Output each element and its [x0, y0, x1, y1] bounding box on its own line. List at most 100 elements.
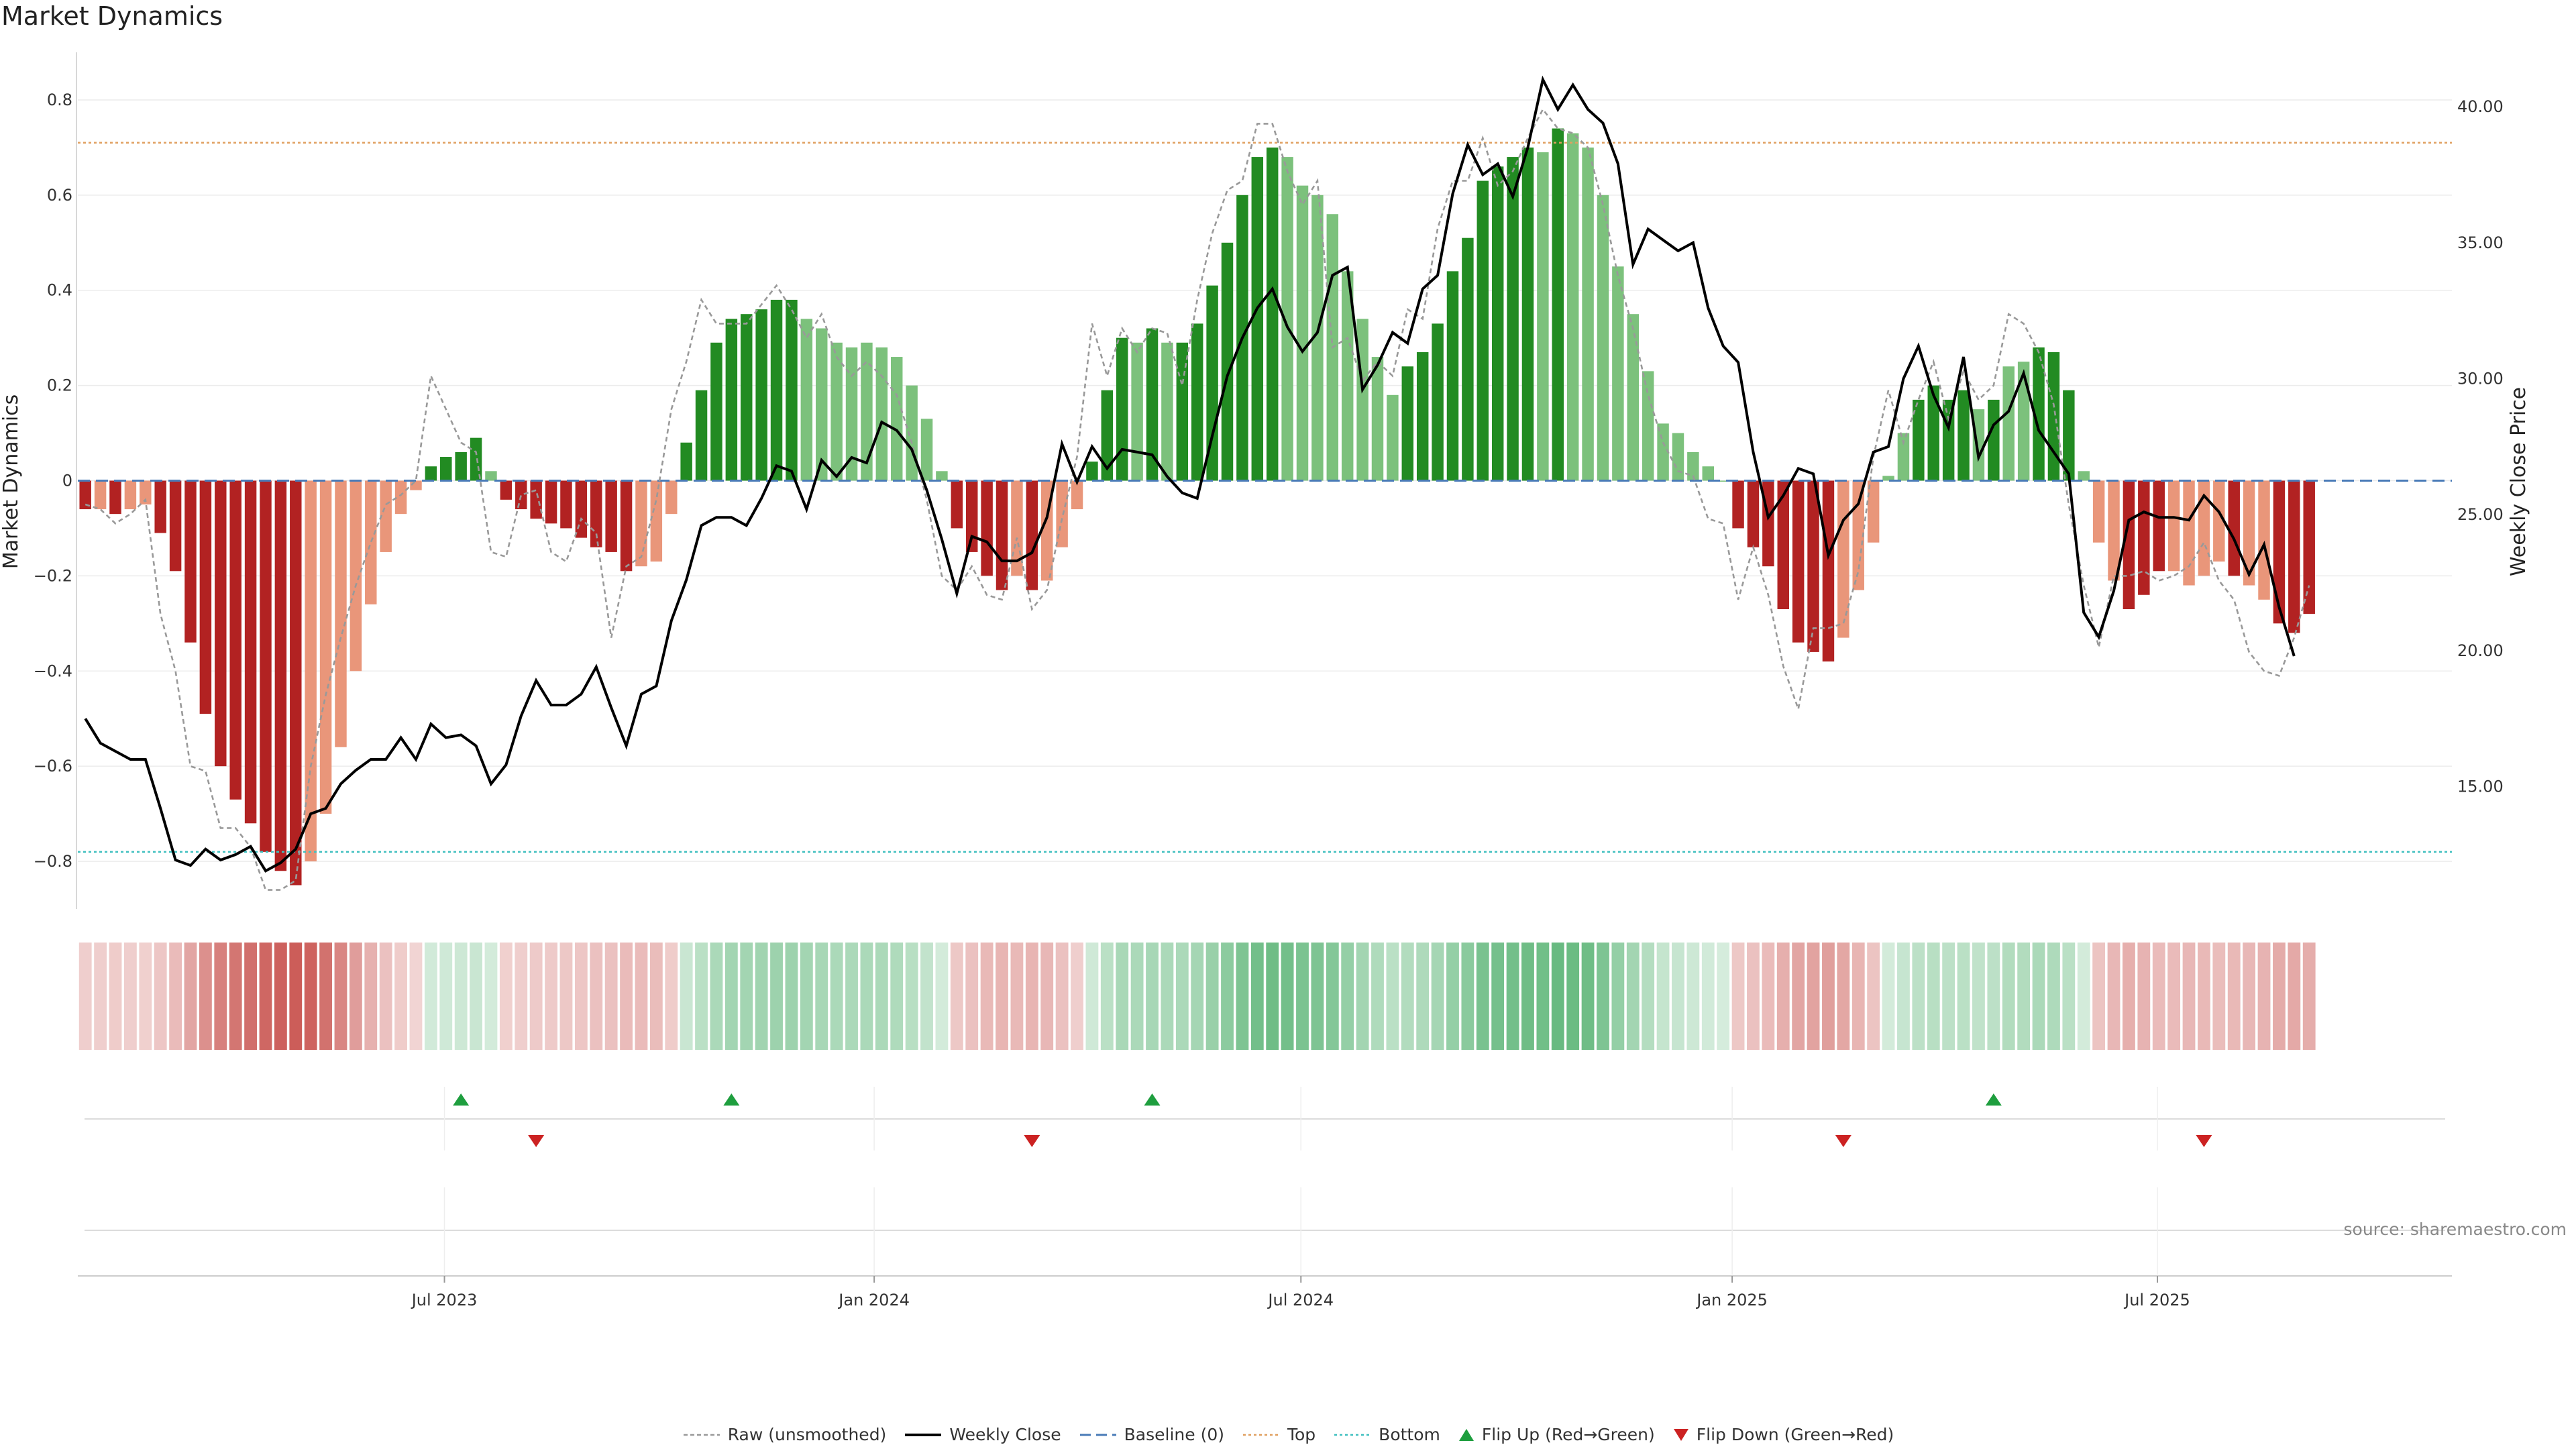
heat-cell — [529, 943, 543, 1050]
heat-cell — [724, 943, 738, 1050]
bar — [920, 419, 933, 481]
close-swatch — [905, 1433, 942, 1436]
heat-cell — [1957, 943, 1970, 1050]
bar — [1672, 433, 1684, 481]
heat-cell — [2152, 943, 2165, 1050]
heat-cell — [379, 943, 392, 1050]
bar — [2228, 480, 2240, 576]
flip-up-marker — [1144, 1093, 1161, 1106]
bar — [1957, 390, 1970, 481]
heat-cell — [545, 943, 557, 1050]
bar — [1807, 480, 1819, 652]
heat-cell — [1266, 943, 1279, 1050]
heat-cell — [123, 943, 137, 1050]
bar — [545, 480, 557, 524]
bar — [1521, 147, 1534, 481]
bar — [965, 480, 978, 552]
y-tick-label: 0.8 — [47, 91, 72, 109]
heat-cell — [1717, 943, 1730, 1050]
bar — [394, 480, 407, 515]
heat-cell — [1807, 943, 1820, 1050]
heat-cell — [1882, 943, 1895, 1050]
bar — [2243, 480, 2255, 586]
legend-label-bottom: Bottom — [1379, 1425, 1440, 1444]
heat-cell — [1792, 943, 1805, 1050]
bar — [215, 480, 227, 767]
legend-item-bottom: Bottom — [1333, 1425, 1440, 1444]
heat-cell — [680, 943, 693, 1050]
bar — [1897, 433, 1910, 481]
bar — [906, 385, 918, 481]
bar — [816, 328, 828, 481]
heat-cell — [635, 943, 648, 1050]
bar — [154, 480, 166, 533]
bar — [140, 480, 152, 504]
heat-cell — [1205, 943, 1219, 1050]
bar — [1432, 323, 1444, 481]
heat-cell — [1747, 943, 1760, 1050]
heat-cell — [1025, 943, 1038, 1050]
bar — [2213, 480, 2225, 562]
flip-down-marker — [1835, 1135, 1851, 1147]
heat-cell — [1686, 943, 1700, 1050]
heat-cell — [2047, 943, 2060, 1050]
bar — [1702, 466, 1714, 481]
heat-cell — [1611, 943, 1625, 1050]
heat-cell — [244, 943, 257, 1050]
heat-cell — [2032, 943, 2045, 1050]
heat-cell — [1566, 943, 1580, 1050]
bar — [350, 480, 362, 672]
bar — [94, 480, 107, 510]
y2-tick-label: 15.00 — [2457, 777, 2504, 796]
heat-cell — [1626, 943, 1640, 1050]
bar — [1071, 480, 1083, 510]
bar — [184, 480, 197, 643]
source-note: source: sharemaestro.com — [2343, 1220, 2567, 1239]
heat-cell — [1701, 943, 1715, 1050]
bar — [861, 342, 873, 481]
heat-cell — [1130, 943, 1144, 1050]
bar — [79, 480, 91, 510]
bar — [1491, 166, 1504, 481]
heat-cell — [1762, 943, 1775, 1050]
legend-item-flip-up: Flip Up (Red→Green) — [1458, 1425, 1655, 1444]
top-swatch — [1242, 1434, 1279, 1436]
bar — [1777, 480, 1789, 610]
heat-cell — [1642, 943, 1655, 1050]
heat-cell — [2302, 943, 2316, 1050]
heat-cell — [815, 943, 828, 1050]
chart-title: Market Dynamics — [1, 1, 223, 31]
heat-cell — [1897, 943, 1910, 1050]
heat-cell — [1236, 943, 1249, 1050]
heat-cell — [470, 943, 482, 1050]
legend-item-flip-down: Flip Down (Green→Red) — [1672, 1425, 1894, 1444]
bar — [2153, 480, 2165, 572]
bar — [2078, 471, 2090, 481]
y2-tick-label: 20.00 — [2457, 641, 2504, 660]
heat-cell — [1100, 943, 1114, 1050]
right-axis-ticks: 40.00 35.00 30.00 25.00 20.00 15.00 — [2457, 97, 2504, 796]
bar — [1266, 147, 1279, 481]
bar — [1552, 128, 1564, 481]
bar — [2258, 480, 2270, 600]
left-axis-ticks: 0.8 0.6 0.4 0.2 0 −0.2 −0.4 −0.6 −0.8 — [34, 91, 72, 871]
heat-cell — [78, 943, 92, 1050]
bar — [665, 480, 678, 515]
heat-cell — [259, 943, 272, 1050]
bar — [1913, 399, 1925, 481]
heat-cell — [665, 943, 678, 1050]
heat-cell — [1416, 943, 1430, 1050]
heat-cell — [649, 943, 663, 1050]
heat-cell — [1942, 943, 1955, 1050]
bar — [741, 314, 753, 481]
bar — [515, 480, 527, 510]
bar — [1687, 451, 1699, 481]
heat-cell — [1987, 943, 2000, 1050]
heat-cell — [2227, 943, 2241, 1050]
bar — [1627, 314, 1640, 481]
heat-cell — [1867, 943, 1880, 1050]
bar — [1612, 266, 1624, 481]
heat-cell — [2017, 943, 2031, 1050]
heat-cell — [1731, 943, 1745, 1050]
